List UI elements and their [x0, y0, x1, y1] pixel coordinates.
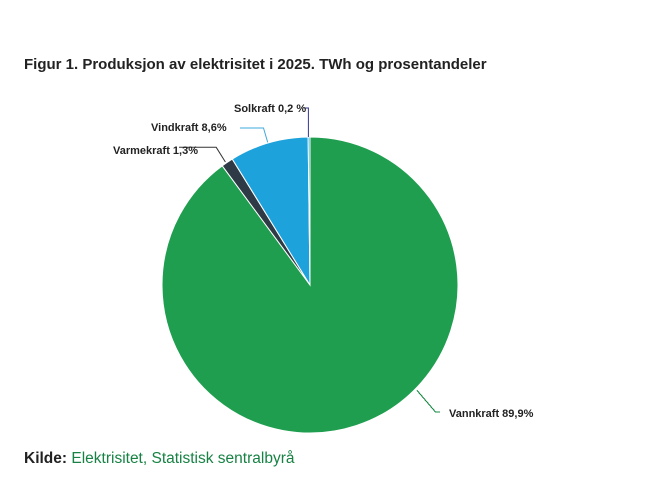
svg-text:Vannkraft 89,9%: Vannkraft 89,9% [449, 408, 534, 420]
svg-text:Varmekraft 1,3%: Varmekraft 1,3% [113, 145, 198, 157]
svg-text:Solkraft 0,2 %: Solkraft 0,2 % [234, 103, 306, 115]
svg-text:Vindkraft 8,6%: Vindkraft 8,6% [151, 122, 227, 134]
